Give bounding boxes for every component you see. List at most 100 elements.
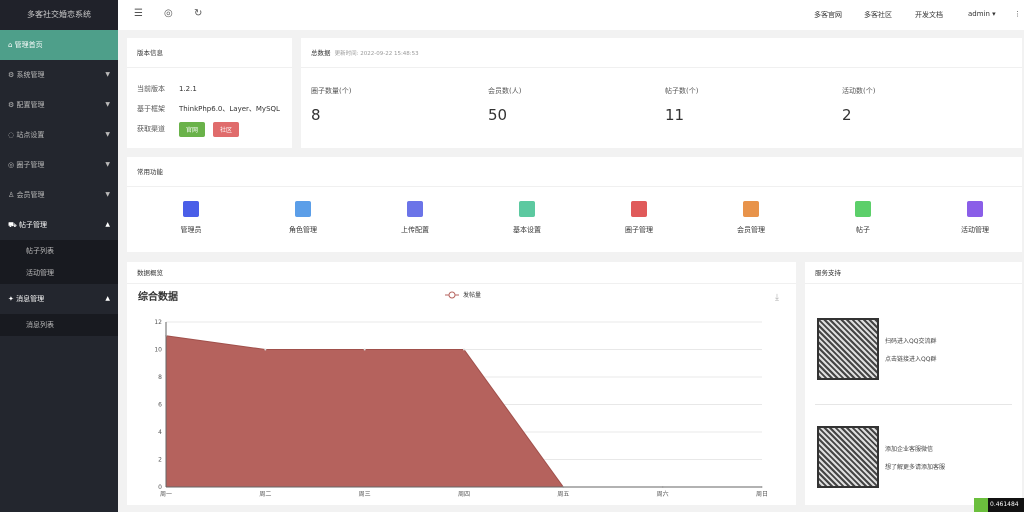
function-shortcut[interactable]: 角色管理 (273, 201, 333, 235)
chevron-up-icon: ▲ (105, 221, 110, 228)
sidebar-item-1[interactable]: ⚙ 配置管理 ▼ (0, 90, 118, 120)
chevron-down-icon: ▼ (105, 71, 110, 78)
function-label: 会员管理 (737, 226, 765, 234)
sidebar-item-label: 站点设置 (16, 131, 45, 139)
sidebar-item-0[interactable]: ⚙ 系统管理 ▼ (0, 60, 118, 90)
totals-card: 总数据 更新时间: 2022-09-22 15:48:53 圈子数量(个) 8 会员… (301, 38, 1022, 148)
sidebar-subitem[interactable]: 活动管理 (26, 269, 54, 277)
qq-group-qr-code (817, 318, 879, 380)
stat-item: 会员数(人) 50 (488, 86, 521, 124)
function-label: 圈子管理 (625, 226, 653, 234)
download-icon[interactable]: ⤓ (775, 293, 779, 303)
link-official[interactable]: 多客官网 (814, 11, 842, 19)
user-menu[interactable]: admin ▾ (968, 10, 996, 18)
link-community[interactable]: 多客社区 (864, 11, 892, 19)
data-point[interactable] (363, 348, 366, 351)
app-title: 多客社交婚恋系统 (0, 0, 118, 30)
label: 获取渠道 (137, 125, 165, 133)
function-shortcut[interactable]: 圈子管理 (609, 201, 669, 235)
sidebar-subitem[interactable]: 消息列表 (26, 321, 54, 329)
sidebar-item-3[interactable]: ◎ 圈子管理 ▼ (0, 150, 118, 180)
function-label: 帖子 (856, 226, 870, 234)
function-shortcut[interactable]: 活动管理 (945, 201, 1005, 235)
sidebar-item-label: 配置管理 (16, 101, 45, 109)
stat-label: 活动数(个) (842, 87, 876, 95)
globe-icon[interactable]: ◎ (164, 8, 173, 19)
message-icon: ✦ (8, 295, 14, 303)
sidebar-item-label: 会员管理 (16, 191, 45, 199)
sidebar-item-5[interactable]: ⛟ 帖子管理 ▲ (0, 210, 118, 240)
chevron-down-icon: ▼ (105, 191, 110, 198)
badge-value: 0.461484 (990, 501, 1019, 508)
sidebar-item-home[interactable]: ⌂ 管理首页 (0, 30, 118, 60)
stat-value: 8 (311, 106, 321, 124)
x-tick-label: 周二 (259, 491, 271, 498)
official-button[interactable]: 官网 (179, 121, 206, 137)
y-tick-label: 2 (158, 457, 162, 464)
wechat-qr-code (817, 426, 879, 488)
community-button[interactable]: 社区 (213, 121, 240, 137)
legend-marker[interactable] (448, 291, 456, 299)
refresh-icon[interactable]: ↻ (194, 8, 203, 19)
overview-card: 数据概览 综合数据 发帖量 ⤓ 0 2 4 6 8 10 12 周一 周二 周三 周四 周五 周六 周日 (127, 262, 796, 505)
chevron-down-icon: ▼ (105, 161, 110, 168)
function-shortcut[interactable]: 帖子 (833, 201, 893, 235)
function-shortcut[interactable]: 管理员 (161, 201, 221, 235)
sidebar: 多客社交婚恋系统 ⌂ 管理首页 ⚙ 系统管理 ▼ ⚙ 配置管理 ▼ ◌ 站点设置 ▼ ◎ 圈… (0, 0, 118, 512)
logo-icon (974, 498, 988, 512)
sidebar-item-2[interactable]: ◌ 站点设置 ▼ (0, 120, 118, 150)
area-fill (166, 335, 762, 487)
qq-group-link[interactable]: 点击链接进入QQ群 (885, 356, 937, 363)
sidebar-item-4[interactable]: ♙ 会员管理 ▼ (0, 180, 118, 210)
function-shortcut[interactable]: 上传配置 (385, 201, 445, 235)
stat-label: 会员数(人) (488, 87, 522, 95)
divider (815, 404, 1012, 405)
support-text: 扫码进入QQ交流群 (885, 338, 937, 345)
x-tick-label: 周六 (657, 490, 669, 498)
function-icon (967, 201, 983, 217)
cart-icon: ⛟ (8, 221, 17, 229)
y-tick-label: 10 (154, 347, 162, 354)
function-label: 基本设置 (513, 226, 541, 234)
chevron-up-icon: ▲ (105, 295, 110, 302)
chevron-down-icon: ▼ (105, 131, 110, 138)
card-title: 总数据 (311, 49, 331, 57)
sidebar-item-label: 消息管理 (16, 295, 45, 303)
y-tick-label: 8 (158, 374, 162, 381)
circle-icon: ◎ (8, 161, 15, 169)
sidebar-item-label: 圈子管理 (16, 161, 45, 169)
card-title: 常用功能 (127, 157, 1022, 187)
data-point[interactable] (463, 348, 465, 351)
function-label: 活动管理 (961, 226, 989, 234)
label: 基于框架 (137, 105, 165, 113)
sidebar-item-label: 系统管理 (16, 71, 45, 79)
x-tick-label: 周三 (359, 491, 371, 498)
top-bar: ☰ ◎ ↻ 多客官网 多客社区 开发文档 admin ▾ ⋮ (118, 0, 1024, 30)
stat-item: 活动数(个) 2 (842, 86, 875, 124)
function-icon (519, 201, 535, 217)
function-icon (743, 201, 759, 217)
menu-toggle-icon[interactable]: ☰ (134, 8, 143, 19)
stat-value: 11 (665, 106, 685, 124)
functions-card: 常用功能 管理员 角色管理 上传配置 基本设置 圈子管理 会员管理 帖子 活动管理 (127, 157, 1022, 252)
more-icon[interactable]: ⋮ (1014, 10, 1021, 18)
function-icon (183, 201, 199, 217)
function-shortcut[interactable]: 会员管理 (721, 201, 781, 235)
sidebar-item-6[interactable]: ✦ 消息管理 ▲ (0, 284, 118, 314)
link-docs[interactable]: 开发文档 (915, 11, 943, 19)
username: admin (968, 10, 990, 18)
sidebar-item-label: 帖子管理 (19, 221, 48, 229)
support-card: 服务支持 扫码进入QQ交流群 点击链接进入QQ群 添加企业客服微信 想了解更多请… (805, 262, 1022, 505)
function-shortcut[interactable]: 基本设置 (497, 201, 557, 235)
sidebar-subitem[interactable]: 帖子列表 (26, 247, 54, 255)
gear-icon: ⚙ (8, 71, 15, 79)
data-point[interactable] (264, 348, 267, 351)
y-tick-label: 6 (158, 402, 162, 409)
updated-time: 更新时间: 2022-09-22 15:48:53 (334, 51, 419, 57)
function-label: 管理员 (180, 226, 202, 234)
stat-item: 圈子数量(个) 8 (311, 86, 351, 124)
function-label: 角色管理 (289, 226, 317, 234)
framework-value: ThinkPhp6.0、Layer、MySQL (179, 105, 280, 113)
version-card: 版本信息 当前版本 1.2.1 基于框架 ThinkPhp6.0、Layer、MyS… (127, 38, 292, 148)
gear-icon: ⚙ (8, 101, 15, 109)
